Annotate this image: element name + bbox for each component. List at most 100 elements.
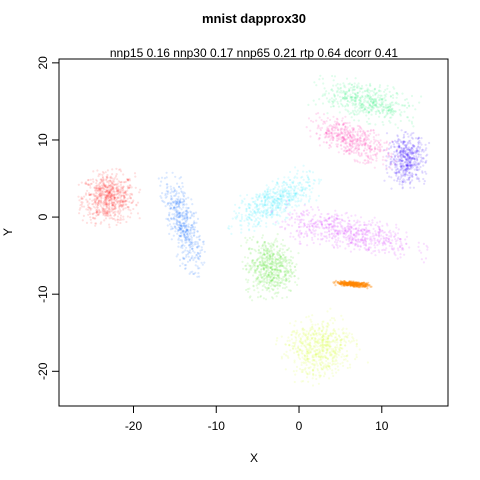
- data-point: [275, 213, 278, 216]
- data-point: [249, 295, 252, 298]
- data-point: [364, 226, 368, 229]
- data-point: [262, 263, 265, 266]
- data-point: [293, 194, 296, 197]
- data-point: [180, 190, 183, 193]
- data-point: [174, 204, 177, 207]
- data-point: [410, 94, 414, 98]
- data-point: [273, 241, 276, 244]
- data-point: [349, 242, 352, 245]
- data-point: [418, 180, 421, 183]
- data-point: [97, 213, 100, 216]
- data-point: [126, 206, 129, 209]
- data-point: [280, 270, 283, 274]
- data-point: [405, 231, 408, 234]
- data-point: [188, 258, 192, 261]
- data-point: [284, 272, 287, 276]
- data-point: [283, 258, 286, 261]
- data-point: [353, 142, 356, 146]
- data-point: [131, 200, 134, 203]
- data-point: [359, 244, 362, 248]
- data-point: [391, 168, 394, 171]
- data-point: [275, 199, 278, 202]
- data-point: [325, 120, 328, 123]
- data-point: [122, 189, 125, 192]
- data-point: [105, 175, 108, 178]
- data-point: [106, 176, 109, 179]
- data-point: [265, 272, 268, 275]
- data-point: [275, 263, 278, 266]
- data-point: [105, 178, 108, 181]
- data-point: [261, 215, 264, 218]
- data-point: [276, 266, 279, 269]
- data-point: [383, 141, 386, 144]
- data-point: [176, 214, 179, 217]
- data-point: [93, 200, 96, 203]
- data-point: [179, 223, 182, 226]
- data-point: [124, 192, 128, 195]
- data-point: [281, 200, 284, 203]
- data-point: [94, 203, 97, 206]
- data-point: [255, 211, 258, 214]
- data-point: [194, 256, 197, 259]
- data-point: [343, 232, 346, 235]
- data-point: [355, 232, 358, 235]
- data-point: [340, 214, 343, 217]
- data-point: [391, 160, 394, 163]
- data-point: [264, 204, 267, 207]
- data-point: [106, 197, 109, 200]
- data-point: [97, 193, 101, 196]
- data-point: [106, 194, 109, 197]
- data-point: [177, 210, 180, 213]
- data-point: [189, 232, 192, 235]
- data-point: [78, 208, 81, 211]
- data-point: [264, 208, 267, 211]
- data-point: [95, 198, 98, 202]
- data-point: [354, 223, 357, 226]
- data-point: [179, 214, 182, 217]
- data-point: [100, 206, 104, 209]
- data-point: [180, 225, 183, 228]
- data-point: [178, 201, 181, 204]
- data-point: [370, 224, 373, 227]
- data-point: [271, 180, 274, 183]
- data-point: [98, 194, 101, 197]
- data-point: [262, 204, 265, 207]
- data-point: [302, 187, 305, 190]
- data-point: [81, 197, 84, 200]
- data-point: [412, 186, 415, 189]
- data-point: [312, 241, 315, 245]
- data-point: [397, 237, 400, 240]
- data-point: [311, 208, 314, 211]
- data-point: [104, 190, 107, 193]
- data-point: [286, 206, 289, 209]
- data-point: [96, 184, 99, 187]
- data-point: [366, 287, 369, 290]
- data-point: [181, 215, 184, 218]
- data-point: [418, 162, 421, 165]
- data-point: [258, 203, 262, 206]
- data-point: [128, 196, 131, 199]
- data-point: [196, 251, 199, 254]
- data-point: [245, 217, 248, 220]
- data-point: [173, 213, 176, 216]
- data-point: [333, 120, 336, 123]
- data-point: [290, 185, 293, 188]
- data-point: [405, 235, 409, 238]
- data-point: [283, 180, 286, 183]
- data-point: [306, 181, 310, 184]
- data-point: [99, 211, 102, 214]
- data-point: [111, 177, 114, 180]
- data-point: [368, 91, 371, 94]
- data-point: [245, 268, 248, 271]
- data-point: [253, 289, 256, 292]
- data-point: [309, 135, 312, 138]
- data-point: [332, 220, 335, 223]
- data-point: [332, 135, 335, 139]
- data-point: [110, 188, 113, 191]
- data-point: [114, 200, 117, 203]
- data-point: [135, 204, 138, 207]
- data-point: [385, 222, 388, 225]
- data-point: [270, 283, 274, 286]
- data-point: [187, 196, 190, 199]
- data-point: [318, 144, 321, 147]
